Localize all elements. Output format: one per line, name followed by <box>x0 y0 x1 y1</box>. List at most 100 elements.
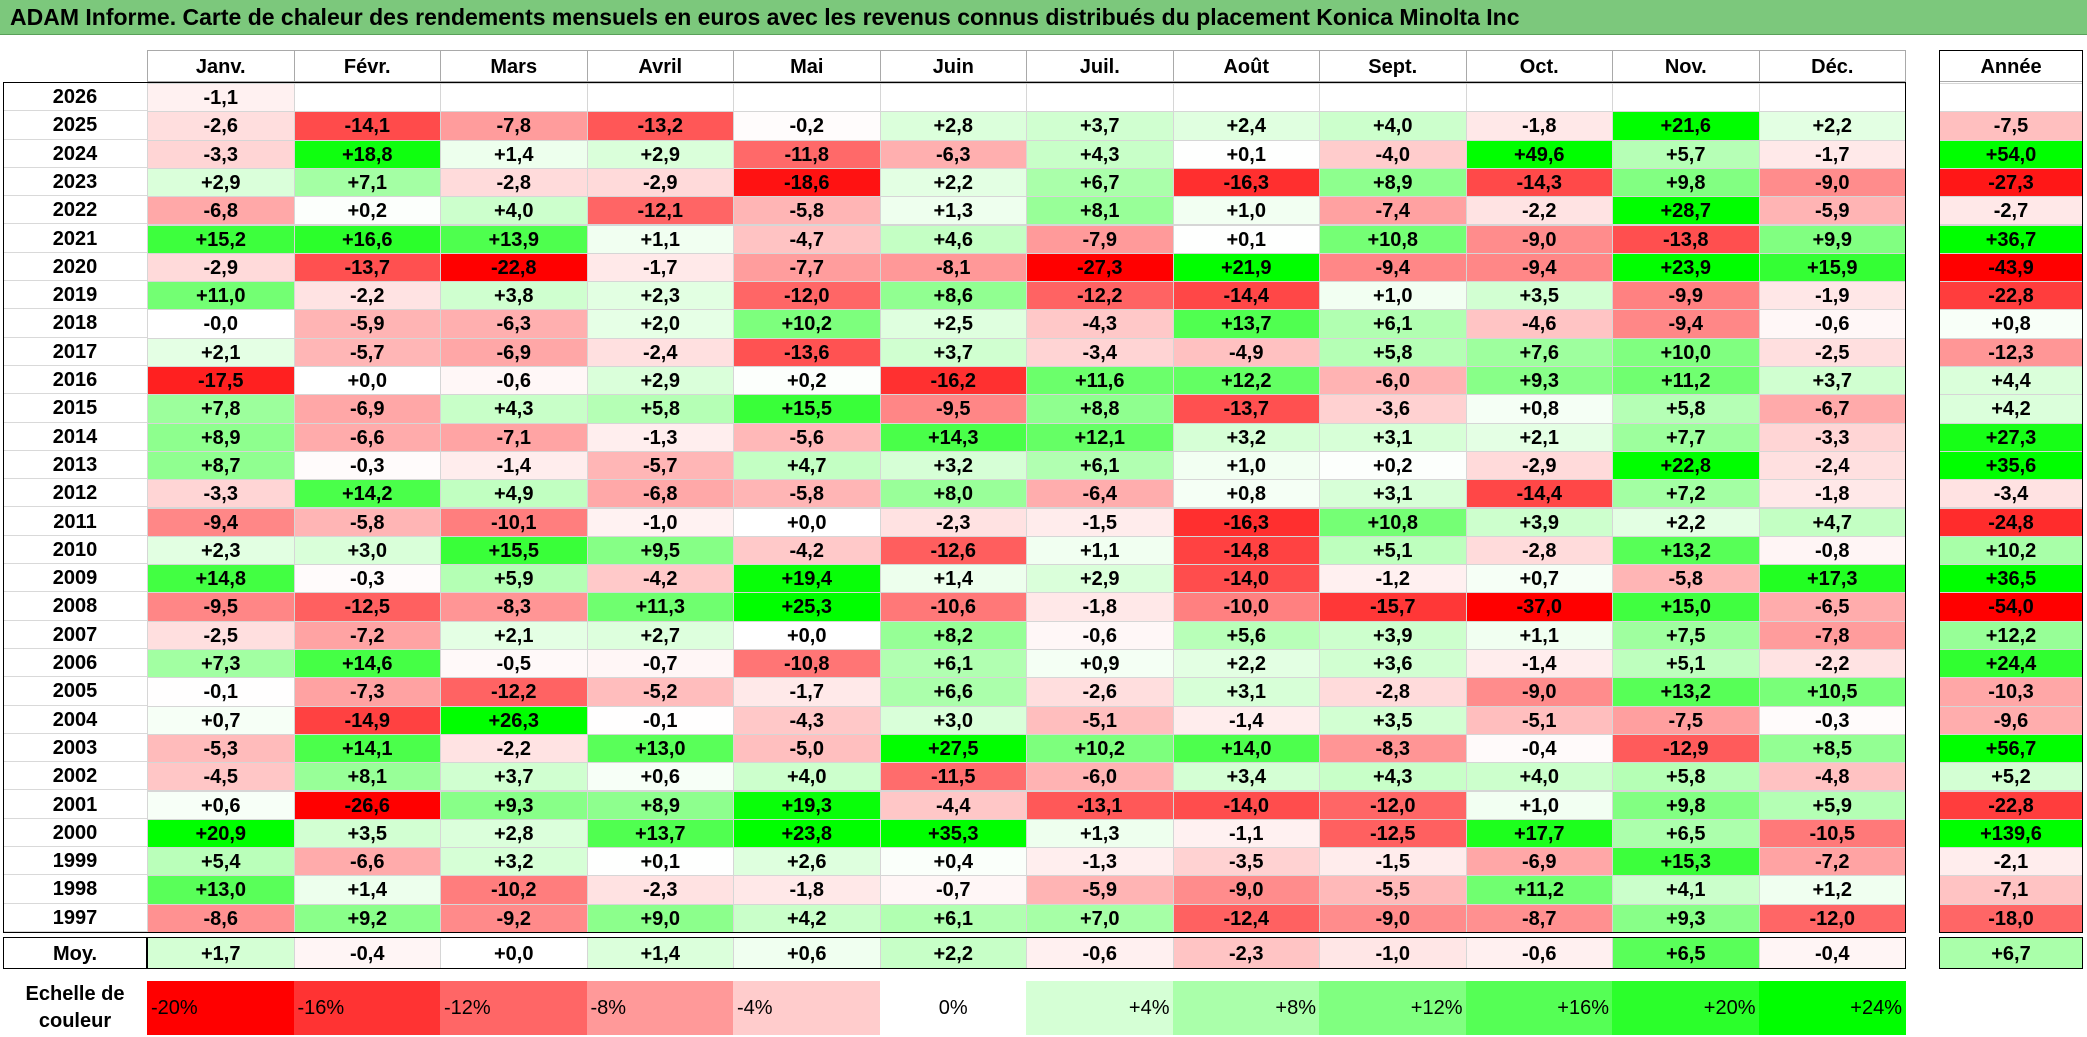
column-header-2: Mars <box>440 50 588 82</box>
heatmap-cell: +2,8 <box>879 111 1027 141</box>
heatmap-cell: +15,9 <box>1758 252 1906 283</box>
heatmap-cell: +8,7 <box>147 450 295 481</box>
heatmap-cell: +2,8 <box>440 818 588 849</box>
heatmap-cell: +14,2 <box>293 479 441 509</box>
heatmap-cell: +14,6 <box>293 649 441 679</box>
column-header-0: Janv. <box>147 50 295 82</box>
annual-cell: -18,0 <box>1939 903 2083 933</box>
heatmap-cell: +13,2 <box>1612 535 1760 566</box>
heatmap-cell: +4,0 <box>733 762 881 792</box>
heatmap-cell: +0,8 <box>1172 479 1320 509</box>
annual-cell: +27,3 <box>1939 422 2083 452</box>
average-cell: +0,0 <box>440 937 588 969</box>
color-scale-stop: +20% <box>1612 981 1760 1035</box>
heatmap-cell: +9,3 <box>1612 903 1760 933</box>
heatmap-cell: -1,5 <box>1319 847 1467 877</box>
heatmap-cell: -9,4 <box>1319 252 1467 283</box>
heatmap-cell: -13,1 <box>1026 790 1174 820</box>
column-header-8: Sept. <box>1319 50 1467 82</box>
heatmap-cell: +2,7 <box>586 620 734 650</box>
heatmap-cell: +23,8 <box>733 818 881 849</box>
heatmap-cell: -9,4 <box>1465 252 1613 283</box>
heatmap-cell: +1,4 <box>293 875 441 905</box>
heatmap-cell: +5,1 <box>1319 535 1467 566</box>
heatmap-cell: -12,2 <box>440 677 588 707</box>
heatmap-cell: +3,1 <box>1319 422 1467 452</box>
heatmap-cell: +2,1 <box>1465 422 1613 452</box>
heatmap-cell: +11,3 <box>586 592 734 622</box>
heatmap-cell: +10,8 <box>1319 224 1467 254</box>
heatmap-cell: +0,2 <box>293 196 441 226</box>
heatmap-cell: -5,9 <box>1026 875 1174 905</box>
heatmap-cell: -22,8 <box>440 252 588 283</box>
heatmap-cell: -2,5 <box>1758 337 1906 367</box>
heatmap-cell: +15,2 <box>147 224 295 254</box>
heatmap-cell: +3,9 <box>1319 620 1467 650</box>
annual-cell: +56,7 <box>1939 733 2083 764</box>
average-cell: +2,2 <box>879 937 1027 969</box>
heatmap-cell: -6,3 <box>440 309 588 339</box>
heatmap-cell: +17,3 <box>1758 564 1906 594</box>
color-scale-stop: -4% <box>733 981 881 1035</box>
heatmap-cell: +2,1 <box>147 337 295 367</box>
heatmap-cell: -5,9 <box>1758 196 1906 226</box>
annual-cell: -3,4 <box>1939 479 2083 509</box>
heatmap-cell: +0,2 <box>733 366 881 396</box>
year-label: 2012 <box>3 479 147 508</box>
color-scale-stop: +12% <box>1319 981 1467 1035</box>
annual-cell: -24,8 <box>1939 507 2083 537</box>
heatmap-cell: -0,5 <box>440 649 588 679</box>
heatmap-cell: -12,5 <box>1319 818 1467 849</box>
year-label: 2018 <box>3 309 147 338</box>
year-label: 2021 <box>3 224 147 253</box>
heatmap-cell: -1,7 <box>586 252 734 283</box>
heatmap-cell: +5,9 <box>1758 790 1906 820</box>
heatmap-cell: -1,1 <box>147 83 295 113</box>
heatmap-cell: -5,8 <box>293 507 441 537</box>
heatmap-cell: +11,2 <box>1612 366 1760 396</box>
heatmap-cell: -7,9 <box>1026 224 1174 254</box>
heatmap-cell: +21,6 <box>1612 111 1760 141</box>
year-label: 2025 <box>3 111 147 140</box>
heatmap-cell: +3,1 <box>1319 479 1467 509</box>
heatmap-cell: +15,5 <box>440 535 588 566</box>
heatmap-cell: -6,0 <box>1319 366 1467 396</box>
heatmap-cell: +1,0 <box>1319 281 1467 311</box>
heatmap-cell: -1,8 <box>1026 592 1174 622</box>
heatmap-cell: -7,2 <box>293 620 441 650</box>
heatmap-cell: +4,7 <box>1758 507 1906 537</box>
color-scale-stop: +4% <box>1026 981 1174 1035</box>
heatmap-cell: -0,7 <box>879 875 1027 905</box>
year-label: 2017 <box>3 337 147 366</box>
heatmap-cell: -12,1 <box>586 196 734 226</box>
heatmap-cell: -2,2 <box>1758 649 1906 679</box>
color-scale-stop: -16% <box>293 981 441 1035</box>
heatmap-cell: +2,5 <box>879 309 1027 339</box>
heatmap-cell: +2,2 <box>1612 507 1760 537</box>
heatmap-cell: -2,4 <box>586 337 734 367</box>
color-scale-stop: -8% <box>586 981 734 1035</box>
heatmap-cell: -10,1 <box>440 507 588 537</box>
heatmap-cell: -10,8 <box>733 649 881 679</box>
heatmap-cell: -6,3 <box>879 139 1027 169</box>
heatmap-cell: -6,8 <box>147 196 295 226</box>
heatmap-cell: +2,3 <box>147 535 295 566</box>
heatmap-cell: +9,0 <box>586 903 734 933</box>
heatmap-cell: -5,9 <box>293 309 441 339</box>
heatmap-cell: -11,5 <box>879 762 1027 792</box>
heatmap-cell: +9,3 <box>440 790 588 820</box>
heatmap-cell: -2,2 <box>440 733 588 764</box>
heatmap-cell: +9,3 <box>1465 366 1613 396</box>
heatmap-cell: -0,6 <box>1026 620 1174 650</box>
heatmap-cell: +14,0 <box>1172 733 1320 764</box>
heatmap-cell: +13,7 <box>586 818 734 849</box>
heatmap-cell: -6,7 <box>1758 394 1906 424</box>
heatmap-cell: -10,5 <box>1758 818 1906 849</box>
heatmap-cell: -6,4 <box>1026 479 1174 509</box>
heatmap-cell: -2,3 <box>586 875 734 905</box>
heatmap-cell <box>1026 83 1174 113</box>
heatmap-cell: -1,0 <box>586 507 734 537</box>
heatmap-cell: -1,8 <box>1758 479 1906 509</box>
annual-cell: -22,8 <box>1939 790 2083 820</box>
heatmap-cell: -7,3 <box>293 677 441 707</box>
